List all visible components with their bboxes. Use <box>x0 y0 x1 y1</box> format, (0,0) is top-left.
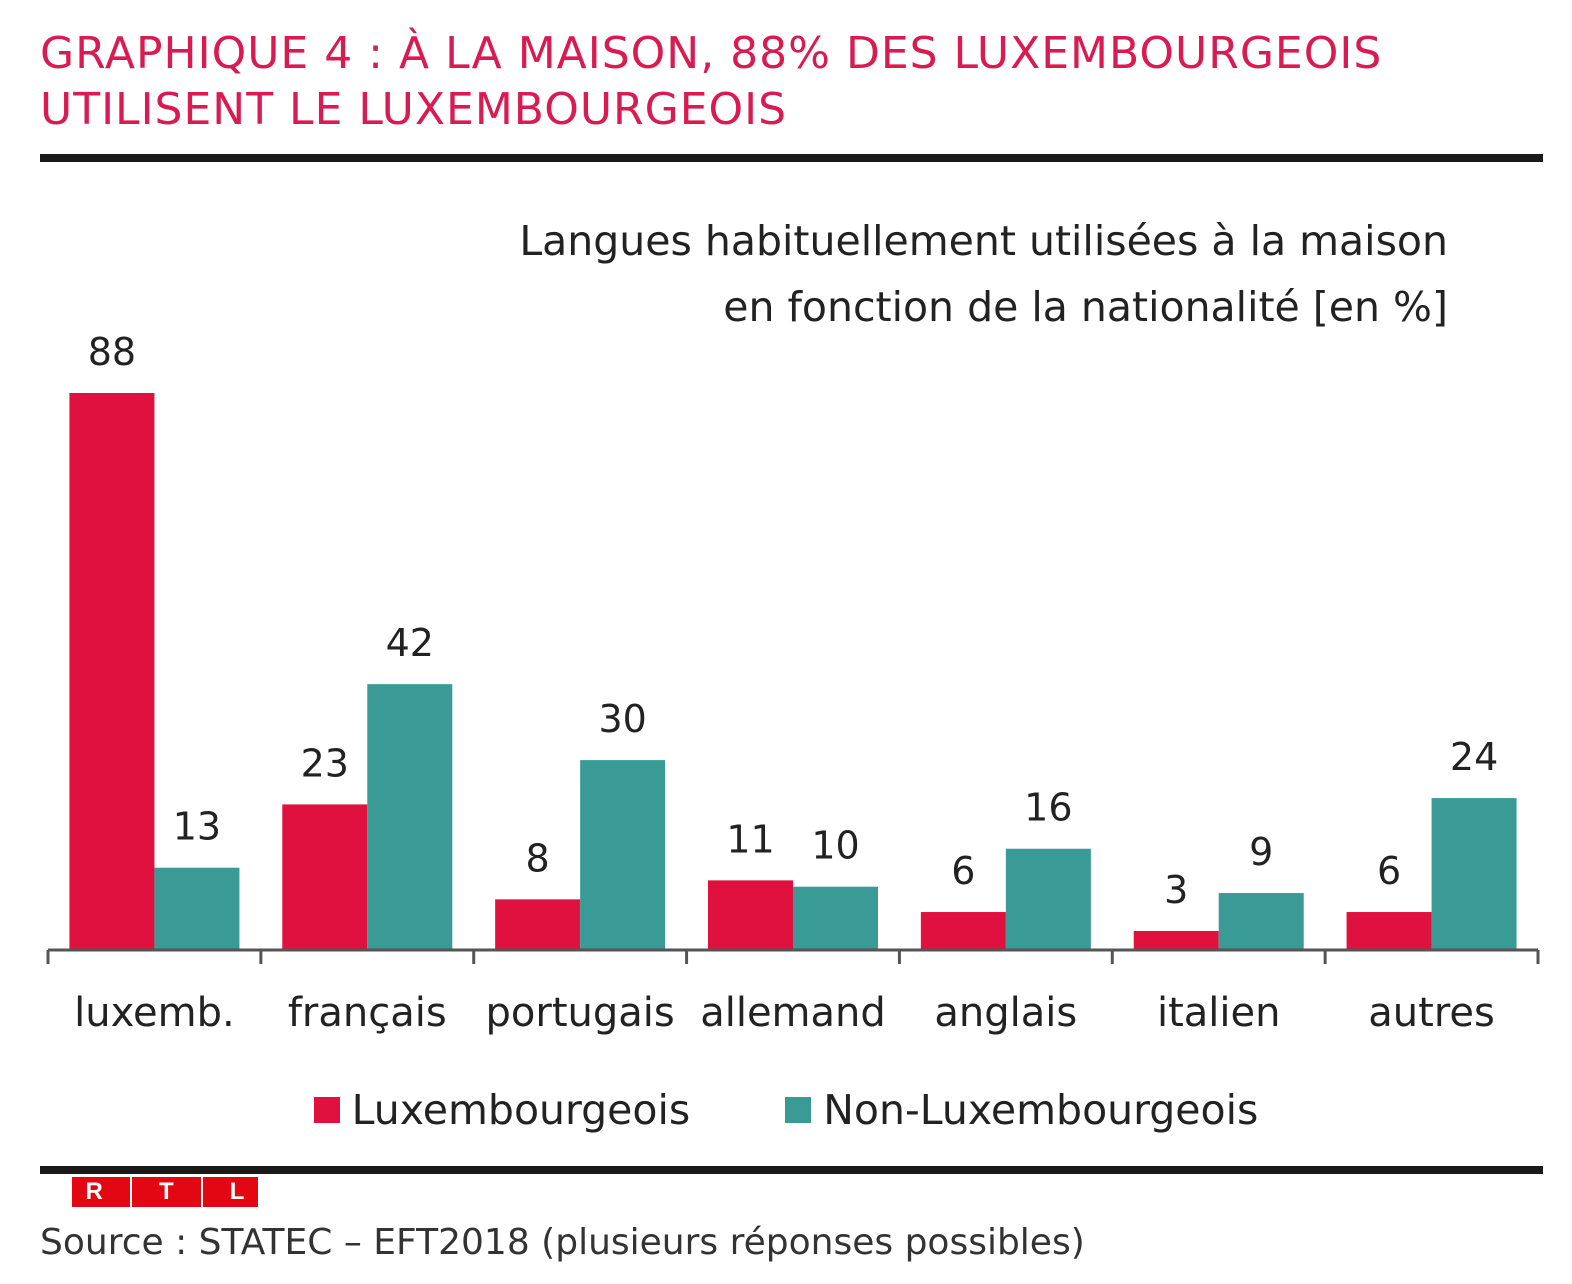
chart-headline: GRAPHIQUE 4 : À LA MAISON, 88% DES LUXEM… <box>40 28 1383 135</box>
data-label: 23 <box>301 741 349 785</box>
legend-swatch-non-luxembourgeois <box>785 1097 812 1123</box>
bar-luxembourgeois <box>920 912 1006 950</box>
rtl-logo: R T L <box>72 1177 258 1207</box>
legend-item-non-luxembourgeois: Non-Luxembourgeois <box>785 1086 1258 1134</box>
data-label: 8 <box>526 836 550 880</box>
data-label: 16 <box>1024 786 1072 830</box>
category-label: luxemb. <box>74 990 235 1036</box>
bar-luxembourgeois <box>1133 931 1219 950</box>
bar-luxembourgeois <box>1346 912 1432 950</box>
bar-luxembourgeois <box>708 880 793 950</box>
data-label: 3 <box>1164 868 1188 912</box>
category-label: allemand <box>700 990 886 1036</box>
source-note: Source : STATEC – EFT2018 (plusieurs rép… <box>40 1222 1085 1263</box>
category-label: italien <box>1157 990 1281 1036</box>
category-label: anglais <box>934 990 1077 1036</box>
legend-label-non-luxembourgeois: Non-Luxembourgeois <box>823 1086 1259 1134</box>
bar-non-luxembourgeois <box>793 886 878 950</box>
bar-luxembourgeois <box>282 804 368 950</box>
legend-swatch-luxembourgeois <box>313 1097 340 1123</box>
bar-non-luxembourgeois <box>1431 798 1517 950</box>
bar-luxembourgeois <box>69 393 155 950</box>
data-label: 11 <box>726 817 774 861</box>
category-label: portugais <box>486 990 675 1036</box>
data-label: 30 <box>598 697 646 741</box>
bar-chart: 88 13 luxemb. 23 42 français 8 30 portugais 11 10 a… <box>46 330 1540 1036</box>
subtitle-line-2: en fonction de la nationalité [en %] <box>723 283 1448 331</box>
rtl-logo-letter-l: L <box>229 1178 245 1205</box>
legend-item-luxembourgeois: Luxembourgeois <box>313 1086 691 1134</box>
bottom-divider <box>40 1166 1543 1174</box>
top-divider <box>40 154 1543 162</box>
data-label: 10 <box>811 824 859 868</box>
category-label: autres <box>1368 990 1495 1036</box>
data-label: 6 <box>951 849 975 893</box>
rtl-logo-separator <box>129 1177 132 1207</box>
bar-non-luxembourgeois <box>580 760 666 950</box>
data-label: 88 <box>88 330 136 374</box>
bar-non-luxembourgeois <box>1218 893 1304 950</box>
data-label: 42 <box>386 621 434 665</box>
legend-label-luxembourgeois: Luxembourgeois <box>351 1086 691 1134</box>
subtitle-line-1: Langues habituellement utilisées à la ma… <box>519 217 1448 265</box>
bar-non-luxembourgeois <box>154 867 240 950</box>
bar-non-luxembourgeois <box>1005 848 1091 950</box>
chart-subtitle: Langues habituellement utilisées à la ma… <box>448 208 1448 340</box>
rtl-logo-separator <box>200 1177 203 1207</box>
data-label: 13 <box>173 805 221 849</box>
rtl-logo-letter-r: R <box>85 1178 103 1205</box>
data-label: 9 <box>1249 830 1273 874</box>
data-label: 24 <box>1450 735 1498 779</box>
rtl-logo-letter-t: T <box>159 1178 174 1205</box>
data-label: 6 <box>1377 849 1401 893</box>
chart-legend: Luxembourgeois Non-Luxembourgeois <box>0 1086 1572 1134</box>
bar-non-luxembourgeois <box>367 684 453 950</box>
category-label: français <box>288 990 447 1036</box>
bar-luxembourgeois <box>495 899 581 950</box>
